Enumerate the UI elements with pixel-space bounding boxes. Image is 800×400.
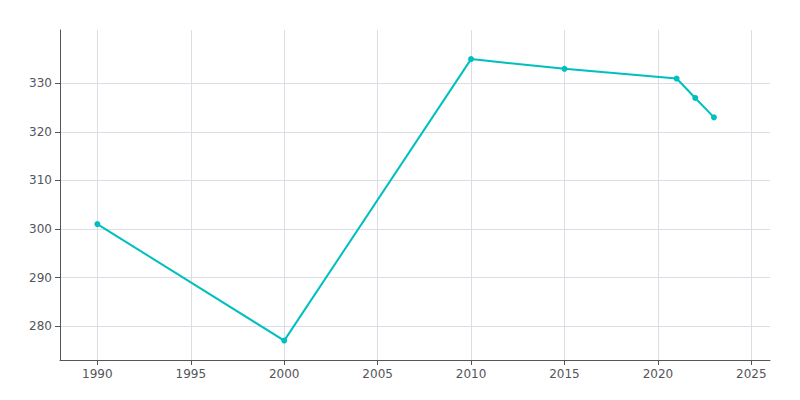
svg-text:2015: 2015 — [549, 367, 580, 381]
svg-text:280: 280 — [29, 319, 52, 333]
svg-text:2010: 2010 — [456, 367, 487, 381]
svg-text:1990: 1990 — [82, 367, 113, 381]
svg-text:2000: 2000 — [269, 367, 300, 381]
svg-text:2025: 2025 — [736, 367, 767, 381]
svg-text:320: 320 — [29, 125, 52, 139]
svg-text:1995: 1995 — [176, 367, 207, 381]
svg-text:2020: 2020 — [643, 367, 674, 381]
svg-text:290: 290 — [29, 271, 52, 285]
svg-text:2005: 2005 — [362, 367, 393, 381]
svg-text:330: 330 — [29, 76, 52, 90]
svg-text:300: 300 — [29, 222, 52, 236]
svg-text:310: 310 — [29, 173, 52, 187]
